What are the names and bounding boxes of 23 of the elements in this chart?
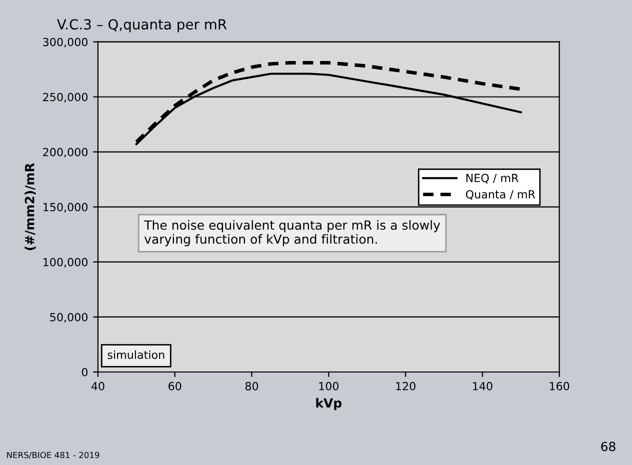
x-tick-label: 120	[396, 382, 416, 390]
text: NERS/BIOE 481 - 2019	[7, 452, 100, 459]
y-tick-label: 300,000	[43, 38, 88, 48]
x-tick-label: 60	[168, 382, 182, 390]
annotation: The noise equivalent quanta per mR is a slowly varying function of kVp and filtration.	[144, 220, 440, 246]
x-tick-label: 100	[319, 382, 339, 390]
y-tick-label: 100,000	[44, 258, 88, 268]
legend-label: Quanta / mR	[466, 190, 536, 200]
y-tick-label: 0	[82, 368, 88, 376]
x-axis-title: kVp	[316, 398, 342, 410]
annotation: simulation	[108, 350, 164, 359]
text: 68	[601, 442, 616, 452]
y-tick-label: 150,000	[44, 202, 88, 212]
x-tick-label: 160	[550, 382, 570, 390]
legend-label: NEQ / mR	[466, 174, 518, 184]
x-tick-label: 140	[473, 382, 492, 390]
chart-title: V.C.3 – Q,quanta per mR	[56, 19, 227, 32]
y-tick-label: 250,000	[43, 92, 88, 102]
y-axis-title: (#/mm2)/mR	[24, 162, 36, 250]
x-tick-label: 40	[91, 382, 104, 390]
y-tick-label: 50,000	[50, 312, 88, 322]
x-tick-label: 80	[245, 382, 258, 390]
y-tick-label: 200,000	[43, 148, 88, 158]
